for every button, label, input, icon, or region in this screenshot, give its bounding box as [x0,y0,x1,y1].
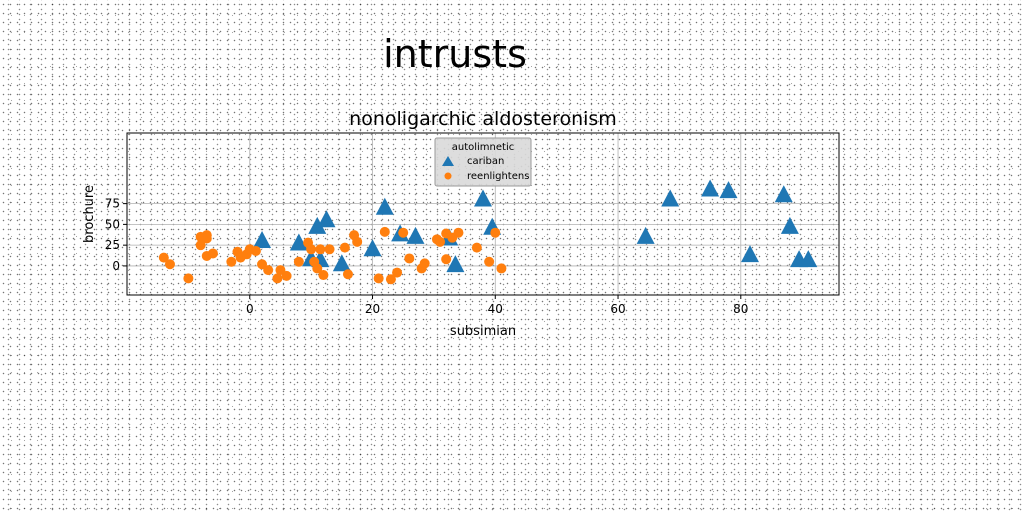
data-point-series-2 [293,256,304,267]
data-point-series-2 [318,270,329,281]
data-point-series-2 [183,273,194,284]
data-point-series-1 [774,185,793,203]
data-point-series-2 [312,263,323,274]
data-point-series-1 [636,226,655,244]
legend-label-series-2: reenlightens [467,171,529,182]
plot-area [126,132,840,296]
chart-title: nonoligarchic aldosteronism [349,108,617,130]
data-point-series-2 [379,226,390,237]
data-point-series-2 [419,258,430,269]
axis-ticks: 0 20 40 60 80 0 25 50 75 [105,197,749,316]
legend-box [434,137,532,187]
legend-marker-circle [444,172,452,180]
data-point-series-1 [474,189,492,207]
data-point-series-2 [281,270,292,281]
y-tick-label: 25 [105,238,120,252]
x-tick-label: 40 [488,302,503,316]
data-point-series-2 [315,244,326,255]
data-points [158,179,818,285]
data-point-series-2 [471,242,482,253]
data-point-series-1 [780,216,799,234]
data-point-series-1 [308,216,327,234]
data-point-series-1 [406,226,425,244]
data-point-series-2 [435,236,446,247]
data-point-series-1 [289,233,308,251]
x-axis-label: subsimian [450,324,516,339]
data-point-series-2 [339,242,350,253]
data-point-series-2 [404,253,415,264]
y-axis-label: brochure [82,185,97,243]
data-point-series-2 [496,263,507,274]
figure-title: intrusts [383,32,527,76]
data-point-series-2 [490,227,501,238]
data-point-series-2 [201,233,212,244]
data-point-series-2 [352,236,363,247]
data-point-series-2 [207,248,218,259]
data-point-series-1 [253,231,272,248]
data-point-series-2 [373,273,384,284]
y-tick-label: 0 [112,259,120,273]
data-point-series-1 [741,245,759,263]
data-point-series-2 [398,227,409,238]
data-point-series-2 [272,273,283,284]
y-tick-label: 75 [105,197,120,211]
data-point-series-1 [332,254,351,272]
legend-label-series-1: cariban [467,156,504,167]
data-point-series-2 [392,267,403,278]
data-point-series-2 [263,265,274,276]
legend-marker-triangle [442,156,454,166]
data-point-series-2 [250,245,261,256]
data-point-series-1 [799,250,818,268]
data-point-series-2 [324,244,335,255]
data-point-series-1 [661,189,680,207]
x-tick-label: 80 [733,302,748,316]
x-tick-label: 20 [365,302,380,316]
data-point-series-1 [363,239,382,257]
data-point-series-1 [701,179,720,197]
data-point-series-1 [446,255,465,273]
data-point-series-2 [226,256,237,267]
data-point-series-2 [195,240,206,251]
data-point-series-2 [484,256,495,267]
legend-title: autolimnetic [452,142,515,153]
data-point-series-2 [342,269,353,280]
y-tick-label: 50 [105,217,120,231]
data-point-series-1 [719,181,738,199]
data-point-series-2 [164,259,175,270]
legend: autolimnetic cariban reenlightens [434,137,532,187]
data-point-series-2 [453,227,464,238]
data-point-series-2 [441,254,452,265]
data-point-series-1 [375,197,394,215]
data-point-series-2 [306,244,317,255]
data-point-series-1 [317,210,336,228]
x-tick-label: 60 [610,302,625,316]
data-point-series-2 [385,274,396,285]
x-tick-label: 0 [246,302,254,316]
data-point-series-2 [158,252,169,263]
